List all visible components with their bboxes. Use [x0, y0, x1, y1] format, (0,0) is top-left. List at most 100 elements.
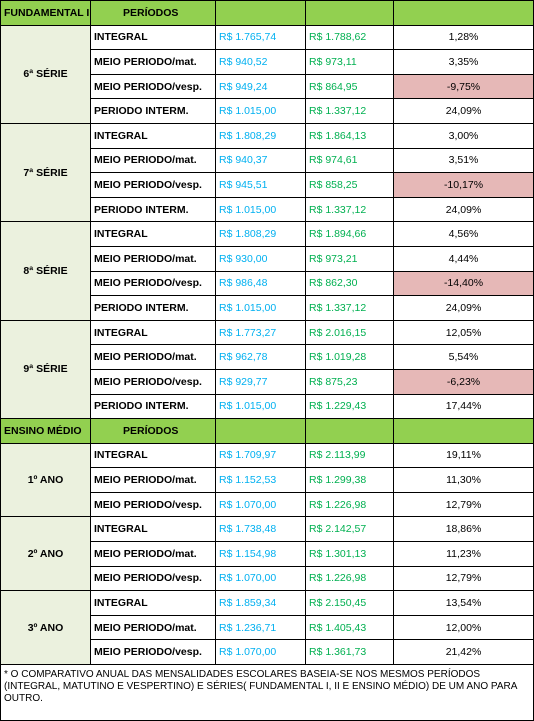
current-price: R$ 1.019,28	[305, 344, 394, 370]
current-price: R$ 973,11	[305, 49, 394, 75]
current-price: R$ 1.361,73	[305, 639, 394, 666]
change-percent: 11,23%	[393, 541, 534, 567]
data-row: MEIO PERIODO/vesp. R$ 1.070,00 R$ 1.226,98…	[1, 565, 534, 592]
current-price: R$ 1.337,12	[305, 98, 394, 124]
period: INTEGRAL	[90, 221, 216, 247]
period: INTEGRAL	[90, 122, 216, 149]
change-percent: 24,09%	[393, 196, 534, 223]
period: MEIO PERIODO/mat.	[90, 245, 216, 272]
period: MEIO PERIODO/mat.	[90, 147, 216, 174]
header-row: ENSINO MÉDIO PERÍODOS	[0, 418, 534, 444]
data-row: PERIODO INTERM. R$ 1.015,00 R$ 1.337,12 24,…	[1, 98, 534, 124]
period: INTEGRAL	[90, 516, 216, 543]
period: MEIO PERIODO/vesp.	[90, 565, 216, 592]
previous-price: R$ 1.070,00	[215, 565, 306, 592]
previous-price: R$ 1.015,00	[215, 98, 306, 124]
change-percent: 12,79%	[393, 491, 534, 518]
data-row: PERIODO INTERM. R$ 1.015,00 R$ 1.337,12 24,…	[1, 295, 534, 321]
previous-price: R$ 1.709,97	[215, 442, 306, 469]
current-price: R$ 858,25	[305, 172, 394, 198]
current-price: R$ 1.226,98	[305, 491, 394, 518]
period: MEIO PERIODO/vesp.	[90, 491, 216, 518]
current-price: R$ 974,61	[305, 147, 394, 174]
current-price: R$ 875,23	[305, 368, 394, 395]
change-percent: 13,54%	[393, 590, 534, 616]
previous-price: R$ 945,51	[215, 172, 306, 198]
header-cell	[215, 418, 306, 444]
change-percent: 12,05%	[393, 319, 534, 346]
change-percent: -10,17%	[393, 172, 534, 198]
period: MEIO PERIODO/mat.	[90, 344, 216, 370]
footnote-row: * O COMPARATIVO ANUAL DAS MENSALIDADES E…	[0, 664, 534, 721]
period: MEIO PERIODO/mat.	[90, 467, 216, 493]
change-percent: 24,09%	[393, 295, 534, 321]
period: MEIO PERIODO/vesp.	[90, 639, 216, 666]
period: INTEGRAL	[90, 319, 216, 346]
previous-price: R$ 1.015,00	[215, 196, 306, 223]
period: MEIO PERIODO/vesp.	[90, 73, 216, 100]
change-percent: 1,28%	[393, 24, 534, 51]
group-label: 6ª SÉRIE	[0, 24, 91, 124]
current-price: R$ 973,21	[305, 245, 394, 272]
previous-price: R$ 1.859,34	[215, 590, 306, 616]
previous-price: R$ 1.808,29	[215, 122, 306, 149]
period-header: PERÍODOS	[90, 0, 216, 26]
previous-price: R$ 929,77	[215, 368, 306, 395]
group-label: 2º ANO	[0, 516, 91, 592]
previous-price: R$ 1.015,00	[215, 393, 306, 420]
current-price: R$ 2.016,15	[305, 319, 394, 346]
current-price: R$ 1.301,13	[305, 541, 394, 567]
previous-price: R$ 1.765,74	[215, 24, 306, 51]
header-cell	[215, 0, 306, 26]
previous-price: R$ 962,78	[215, 344, 306, 370]
group-label: 1º ANO	[0, 442, 91, 518]
previous-price: R$ 1.154,98	[215, 541, 306, 567]
data-row: 7ª SÉRIE INTEGRAL R$ 1.808,29 R$ 1.864,13 3,…	[0, 122, 534, 223]
period: MEIO PERIODO/vesp.	[90, 270, 216, 297]
current-price: R$ 1.226,98	[305, 565, 394, 592]
current-price: R$ 1.405,43	[305, 614, 394, 641]
data-row: 1º ANO INTEGRAL R$ 1.709,97 R$ 2.113,99 19,1…	[0, 442, 534, 518]
data-row: MEIO PERIODO/mat. R$ 940,37 R$ 974,61 3,51%	[1, 147, 534, 174]
change-percent: 5,54%	[393, 344, 534, 370]
period: MEIO PERIODO/mat.	[90, 614, 216, 641]
section-title: ENSINO MÉDIO	[0, 418, 91, 444]
change-percent: 19,11%	[393, 442, 534, 469]
group-label: 7ª SÉRIE	[0, 122, 91, 223]
previous-price: R$ 1.070,00	[215, 639, 306, 666]
previous-price: R$ 940,52	[215, 49, 306, 75]
period: INTEGRAL	[90, 24, 216, 51]
section-title: FUNDAMENTAL II	[0, 0, 91, 26]
current-price: R$ 1.894,66	[305, 221, 394, 247]
change-percent: 4,56%	[393, 221, 534, 247]
period: INTEGRAL	[90, 590, 216, 616]
data-row: MEIO PERIODO/vesp. R$ 929,77 R$ 875,23 -6,2…	[1, 368, 534, 395]
group-label: 9ª SÉRIE	[0, 319, 91, 420]
previous-price: R$ 949,24	[215, 73, 306, 100]
data-row: MEIO PERIODO/vesp. R$ 945,51 R$ 858,25 -10,…	[1, 172, 534, 198]
current-price: R$ 2.142,57	[305, 516, 394, 543]
data-row: 9ª SÉRIE INTEGRAL R$ 1.773,27 R$ 2.016,15 12…	[0, 319, 534, 420]
change-percent: 18,86%	[393, 516, 534, 543]
change-percent: 3,35%	[393, 49, 534, 75]
data-row: MEIO PERIODO/vesp. R$ 949,24 R$ 864,95 -9,7…	[1, 73, 534, 100]
change-percent: 11,30%	[393, 467, 534, 493]
header-cell	[393, 418, 534, 444]
current-price: R$ 1.788,62	[305, 24, 394, 51]
current-price: R$ 862,30	[305, 270, 394, 297]
data-row: PERIODO INTERM. R$ 1.015,00 R$ 1.229,43 17,…	[1, 393, 534, 420]
data-row: MEIO PERIODO/vesp. R$ 1.070,00 R$ 1.361,73…	[1, 639, 534, 666]
current-price: R$ 1.864,13	[305, 122, 394, 149]
current-price: R$ 2.150,45	[305, 590, 394, 616]
change-percent: 24,09%	[393, 98, 534, 124]
change-percent: -6,23%	[393, 368, 534, 395]
header-cell	[393, 0, 534, 26]
period: MEIO PERIODO/vesp.	[90, 368, 216, 395]
change-percent: 12,00%	[393, 614, 534, 641]
group-label: 3º ANO	[0, 590, 91, 666]
previous-price: R$ 930,00	[215, 245, 306, 272]
data-row: 6ª SÉRIE INTEGRAL R$ 1.765,74 R$ 1.788,62 1,…	[0, 24, 534, 124]
period: MEIO PERIODO/mat.	[90, 541, 216, 567]
